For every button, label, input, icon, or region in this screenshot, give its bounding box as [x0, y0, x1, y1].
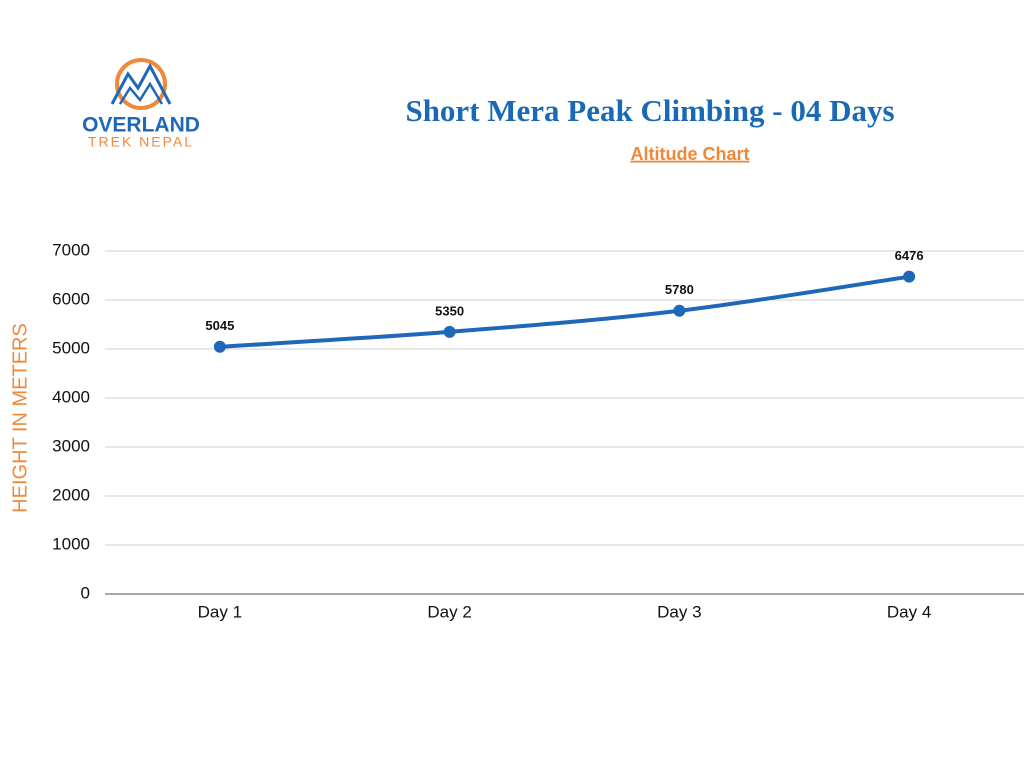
logo-name: OVERLAND: [82, 114, 200, 137]
x-tick-label: Day 1: [198, 602, 242, 621]
logo-tagline: TREK NEPAL: [88, 134, 194, 150]
data-label: 5350: [435, 303, 464, 318]
y-tick-label: 0: [81, 583, 90, 602]
y-tick-label: 7000: [52, 240, 90, 259]
point: [213, 340, 226, 353]
x-tick-label: Day 2: [427, 602, 471, 621]
data-label: 5780: [665, 282, 694, 297]
y-tick-label: 5000: [52, 338, 90, 357]
y-tick-label: 3000: [52, 436, 90, 455]
logo: OVERLAND TREK NEPAL: [82, 58, 200, 150]
point: [903, 270, 916, 283]
data-label: 6476: [895, 248, 924, 263]
chart-subtitle: Altitude Chart: [631, 144, 750, 164]
x-tick-label: Day 4: [887, 602, 931, 621]
chart-title: Short Mera Peak Climbing - 04 Days: [405, 93, 894, 128]
logo-mountain: [110, 62, 172, 105]
data-label: 5045: [205, 318, 234, 333]
y-tick-label: 1000: [52, 534, 90, 553]
y-tick-label: 2000: [52, 485, 90, 504]
y-tick-label: 6000: [52, 289, 90, 308]
line: [217, 274, 912, 349]
logo-mountain: [118, 81, 164, 105]
x-tick-label: Day 3: [657, 602, 701, 621]
point: [673, 304, 686, 317]
logo-ring: [115, 58, 167, 110]
y-axis-label: HEIGHT IN METERS: [9, 323, 31, 513]
y-tick-label: 4000: [52, 387, 90, 406]
point: [443, 325, 456, 338]
